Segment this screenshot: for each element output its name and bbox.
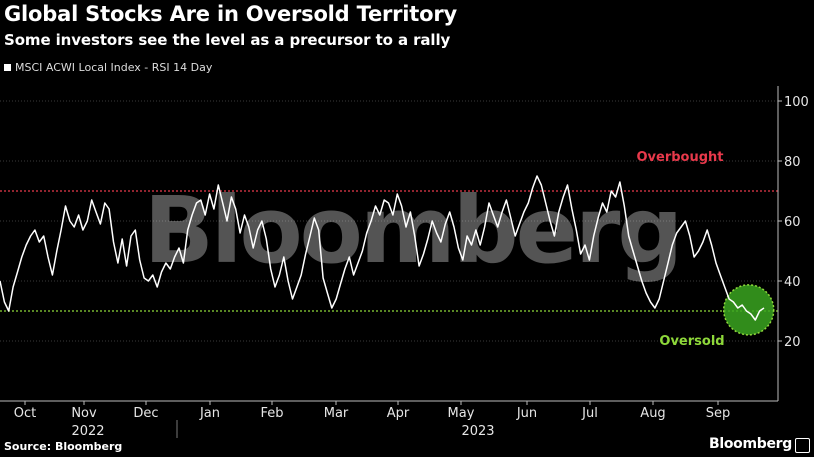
month-label-nov: Nov [71, 406, 97, 421]
reference-lines: Overbought Oversold [0, 150, 778, 349]
y-tick-label-20: 20 [784, 335, 801, 350]
month-label-aug: Aug [640, 406, 665, 421]
chart-subtitle: Some investors see the level as a precur… [4, 31, 451, 49]
year-label-2023: 2023 [461, 424, 494, 439]
month-label-dec: Dec [133, 406, 158, 421]
y-tick-label-40: 40 [784, 275, 801, 290]
legend-label: MSCI ACWI Local Index - RSI 14 Day [15, 61, 213, 74]
bloomberg-logo: Bloomberg [708, 436, 792, 452]
month-label-jan: Jan [199, 406, 220, 421]
month-label-feb: Feb [260, 406, 283, 421]
chart-title: Global Stocks Are in Oversold Territory [4, 2, 458, 26]
bloomberg-watermark: Bloomberg [144, 177, 680, 284]
legend-swatch [4, 64, 11, 71]
oversold-label: Oversold [659, 334, 724, 349]
chart-icon [795, 438, 810, 453]
y-tick-label-60: 60 [784, 215, 801, 230]
month-label-jul: Jul [581, 406, 598, 421]
month-label-mar: Mar [324, 406, 349, 421]
overbought-label: Overbought [636, 150, 723, 165]
y-tick-label-80: 80 [784, 155, 801, 170]
month-label-oct: Oct [14, 406, 36, 421]
source-note: Source: Bloomberg [4, 440, 123, 453]
rsi-series-line [0, 175, 765, 321]
series-layer [0, 175, 775, 336]
legend: MSCI ACWI Local Index - RSI 14 Day [4, 61, 212, 74]
year-label-2022: 2022 [71, 424, 104, 439]
oversold-highlight-circle [722, 284, 775, 336]
grid-layer [0, 100, 778, 342]
y-tick-label-100: 100 [784, 95, 809, 110]
month-label-jun: Jun [516, 406, 537, 421]
month-label-may: May [448, 406, 475, 421]
month-label-apr: Apr [387, 406, 410, 421]
axis-layer: 20 40 60 80 100 Oct Nov Dec Jan Feb Mar Apr May Jun Ju… [0, 86, 809, 439]
month-label-sep: Sep [706, 406, 731, 421]
